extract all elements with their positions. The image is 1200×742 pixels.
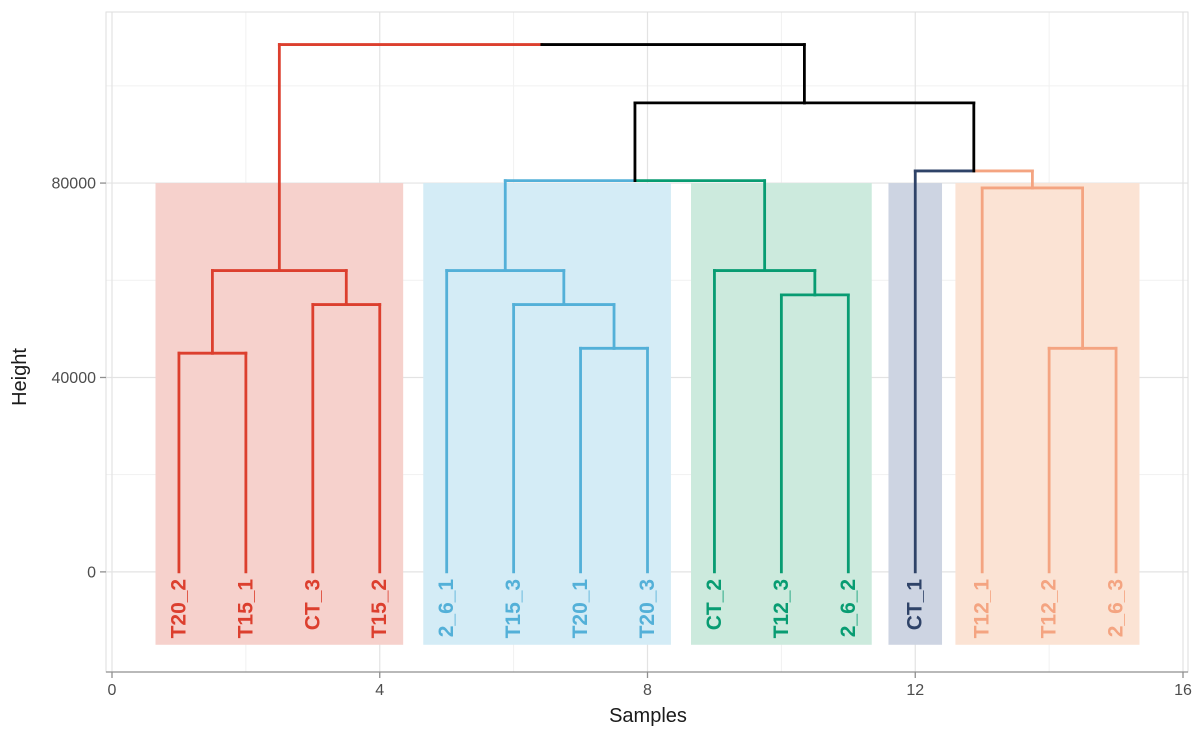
leaf-label-T15_2: T15_2 xyxy=(368,579,391,639)
x-tick-label: 12 xyxy=(906,682,924,699)
leaf-label-T20_2: T20_2 xyxy=(167,579,190,639)
leaf-label-T12_2: T12_2 xyxy=(1038,579,1061,639)
cluster-box-orange-cluster xyxy=(955,183,1140,645)
leaf-label-2_6_2: 2_6_2 xyxy=(837,579,860,637)
x-axis-title: Samples xyxy=(609,705,687,727)
x-tick-label: 16 xyxy=(1174,682,1192,699)
leaf-label-T15_1: T15_1 xyxy=(234,579,257,639)
y-axis-title: Height xyxy=(9,348,31,406)
leaf-label-T15_3: T15_3 xyxy=(502,579,525,639)
leaf-label-T20_1: T20_1 xyxy=(569,579,592,639)
y-tick-label: 40000 xyxy=(52,370,97,387)
leaf-labels: T20_2 T15_1 CT_3 T15_2 2_6_1 T15_3 T20_1 T20_3 C… xyxy=(167,579,1127,639)
x-tick-label: 8 xyxy=(643,682,652,699)
y-tick-label: 80000 xyxy=(52,176,97,193)
cluster-box-blue-cluster xyxy=(423,183,671,645)
leaf-label-CT_1: CT_1 xyxy=(904,579,927,631)
leaf-label-2_6_3: 2_6_3 xyxy=(1105,579,1128,637)
leaf-label-T12_1: T12_1 xyxy=(971,579,994,639)
leaf-label-T20_3: T20_3 xyxy=(636,579,659,639)
leaf-label-CT_2: CT_2 xyxy=(703,579,726,630)
y-tick-label: 0 xyxy=(87,564,96,581)
branches xyxy=(177,43,1118,574)
leaf-label-2_6_1: 2_6_1 xyxy=(435,579,458,638)
axes: 0 4 8 12 16 0 40000 80000 xyxy=(52,11,1192,699)
leaf-label-CT_3: CT_3 xyxy=(301,579,324,630)
leaf-label-T12_3: T12_3 xyxy=(770,579,793,639)
x-tick-label: 0 xyxy=(108,682,117,699)
x-tick-label: 4 xyxy=(375,682,384,699)
